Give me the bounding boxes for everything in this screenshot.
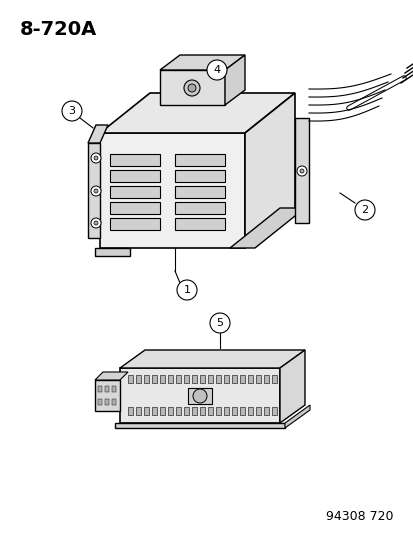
Bar xyxy=(159,407,165,415)
Circle shape xyxy=(354,200,374,220)
Polygon shape xyxy=(88,125,108,143)
Bar xyxy=(183,375,189,383)
Polygon shape xyxy=(284,405,309,428)
Bar xyxy=(128,407,133,415)
Bar xyxy=(192,375,197,383)
Polygon shape xyxy=(95,380,120,411)
Polygon shape xyxy=(95,248,130,256)
Bar xyxy=(294,118,308,223)
Bar xyxy=(110,154,159,166)
Bar xyxy=(175,218,224,230)
Bar xyxy=(216,375,221,383)
Bar xyxy=(110,202,159,214)
Bar xyxy=(263,375,268,383)
Bar xyxy=(271,407,276,415)
Bar xyxy=(271,375,276,383)
Bar xyxy=(207,375,212,383)
Circle shape xyxy=(94,189,98,193)
Bar xyxy=(247,407,252,415)
Bar xyxy=(152,375,157,383)
Bar xyxy=(159,70,224,105)
Bar xyxy=(263,407,268,415)
Bar xyxy=(231,375,236,383)
Circle shape xyxy=(296,166,306,176)
Bar xyxy=(128,375,133,383)
Text: 94308 720: 94308 720 xyxy=(326,510,393,523)
Bar xyxy=(112,386,116,392)
Bar xyxy=(188,388,211,404)
Text: 4: 4 xyxy=(213,65,220,75)
Polygon shape xyxy=(120,350,304,368)
Text: 3: 3 xyxy=(68,106,75,116)
Text: 5: 5 xyxy=(216,318,223,328)
Text: 2: 2 xyxy=(361,205,368,215)
Bar xyxy=(216,407,221,415)
Bar xyxy=(136,407,141,415)
Text: 1: 1 xyxy=(183,285,190,295)
Circle shape xyxy=(94,221,98,225)
Bar xyxy=(112,399,116,405)
Polygon shape xyxy=(224,55,244,105)
Bar xyxy=(207,407,212,415)
Bar xyxy=(247,375,252,383)
Circle shape xyxy=(299,169,303,173)
Bar xyxy=(175,186,224,198)
Bar xyxy=(110,218,159,230)
Bar xyxy=(168,407,173,415)
Circle shape xyxy=(188,84,195,92)
Polygon shape xyxy=(279,350,304,423)
Circle shape xyxy=(177,280,197,300)
Circle shape xyxy=(91,218,101,228)
Bar xyxy=(223,375,228,383)
Circle shape xyxy=(91,186,101,196)
Bar xyxy=(199,407,204,415)
Bar xyxy=(168,375,173,383)
Bar xyxy=(175,154,224,166)
Circle shape xyxy=(183,80,199,96)
Bar xyxy=(175,202,224,214)
Bar xyxy=(240,375,244,383)
Bar xyxy=(176,375,180,383)
Polygon shape xyxy=(230,208,304,248)
Circle shape xyxy=(192,389,206,403)
Bar xyxy=(110,170,159,182)
Bar xyxy=(223,407,228,415)
Polygon shape xyxy=(95,372,128,380)
Bar xyxy=(183,407,189,415)
Bar xyxy=(231,407,236,415)
Text: 8-720A: 8-720A xyxy=(20,20,97,39)
Bar xyxy=(199,375,204,383)
Bar xyxy=(98,386,102,392)
Bar xyxy=(136,375,141,383)
Polygon shape xyxy=(244,93,294,248)
Bar xyxy=(105,399,109,405)
Bar xyxy=(255,375,260,383)
Circle shape xyxy=(62,101,82,121)
Bar xyxy=(144,375,149,383)
Bar xyxy=(144,407,149,415)
Circle shape xyxy=(209,313,230,333)
Bar xyxy=(152,407,157,415)
Bar xyxy=(175,170,224,182)
Bar xyxy=(255,407,260,415)
Circle shape xyxy=(206,60,226,80)
Bar xyxy=(159,375,165,383)
Circle shape xyxy=(94,156,98,160)
Bar xyxy=(105,386,109,392)
Bar xyxy=(192,407,197,415)
Polygon shape xyxy=(100,93,294,133)
Polygon shape xyxy=(115,423,284,428)
Bar xyxy=(176,407,180,415)
Polygon shape xyxy=(88,143,100,238)
Bar xyxy=(240,407,244,415)
Bar xyxy=(100,133,244,248)
Bar xyxy=(110,186,159,198)
Bar xyxy=(98,399,102,405)
Polygon shape xyxy=(159,55,244,70)
Bar xyxy=(120,368,279,423)
Circle shape xyxy=(91,153,101,163)
